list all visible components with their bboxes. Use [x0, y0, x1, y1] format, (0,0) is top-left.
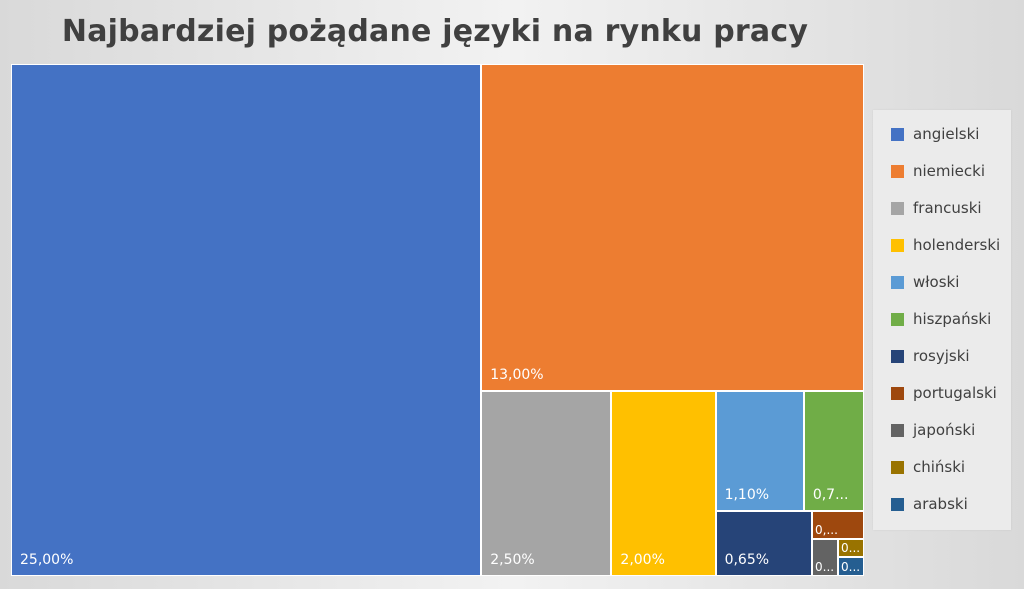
legend-item-niemiecki: niemiecki	[891, 161, 985, 181]
legend-item-portugalski: portugalski	[891, 383, 997, 403]
legend-label: angielski	[913, 125, 980, 143]
legend-label: francuski	[913, 199, 982, 217]
legend-swatch	[891, 423, 904, 437]
tile-niemiecki: 13,00%	[481, 64, 864, 392]
tile-label-niemiecki: 13,00%	[490, 367, 544, 384]
tile-label-rosyjski: 0,65%	[724, 551, 770, 568]
plot-area: 25,00% 13,00% 2,50% 2,00% 1,10% 0,7... 0,65% 0,…	[11, 64, 864, 576]
legend-label: holenderski	[913, 236, 1001, 254]
tile-label-hiszpanski: 0,7...	[812, 487, 849, 504]
legend-item-japonski: japoński	[891, 420, 975, 440]
legend-item-holenderski: holenderski	[891, 235, 1000, 255]
legend-item-angielski: angielski	[891, 124, 979, 144]
tile-chinski: 0...	[838, 538, 864, 558]
legend-item-wloski: włoski	[891, 272, 959, 292]
legend-item-arabski: arabski	[891, 494, 968, 514]
legend-swatch	[891, 238, 904, 252]
legend-swatch	[891, 386, 904, 400]
tile-holenderski: 2,00%	[611, 391, 716, 576]
tile-japonski: 0...	[812, 538, 839, 576]
legend-label: portugalski	[913, 384, 997, 402]
legend: angielski niemiecki francuski holenderski wł…	[873, 110, 1011, 530]
legend-label: arabski	[913, 495, 968, 513]
legend-label: hiszpański	[913, 310, 992, 328]
legend-swatch	[891, 349, 904, 363]
tile-rosyjski: 0,65%	[715, 511, 813, 576]
tile-francuski: 2,50%	[481, 391, 612, 576]
legend-swatch	[891, 127, 904, 141]
tile-label-japonski: 0...	[815, 559, 835, 574]
legend-label: rosyjski	[913, 347, 970, 365]
tile-label-wloski: 1,10%	[724, 487, 770, 504]
legend-swatch	[891, 312, 904, 326]
legend-item-hiszpanski: hiszpański	[891, 309, 991, 329]
legend-swatch	[891, 164, 904, 178]
tile-label-chinski: 0...	[841, 541, 861, 556]
tile-wloski: 1,10%	[715, 391, 804, 512]
tile-portugalski: 0,...	[812, 511, 864, 539]
chart-title: Najbardziej pożądane języki na rynku pra…	[61, 14, 809, 49]
legend-label: chiński	[913, 458, 966, 476]
legend-swatch	[891, 275, 904, 289]
legend-swatch	[891, 201, 904, 215]
legend-item-chinski: chiński	[891, 457, 965, 477]
tile-label-arabski: 0...	[841, 559, 861, 574]
tile-label-francuski: 2,50%	[490, 551, 535, 568]
legend-label: włoski	[913, 273, 960, 291]
legend-swatch	[891, 460, 904, 474]
tile-label-holenderski: 2,00%	[620, 551, 665, 568]
tile-hiszpanski: 0,7...	[803, 391, 864, 512]
legend-item-francuski: francuski	[891, 198, 982, 218]
legend-item-rosyjski: rosyjski	[891, 346, 970, 366]
tile-label-portugalski: 0,...	[815, 522, 838, 537]
tile-angielski: 25,00%	[11, 64, 482, 576]
legend-label: japoński	[913, 421, 976, 439]
tile-arabski: 0...	[838, 557, 864, 576]
legend-label: niemiecki	[913, 162, 986, 180]
legend-swatch	[891, 497, 904, 511]
tile-label-angielski: 25,00%	[20, 552, 74, 568]
